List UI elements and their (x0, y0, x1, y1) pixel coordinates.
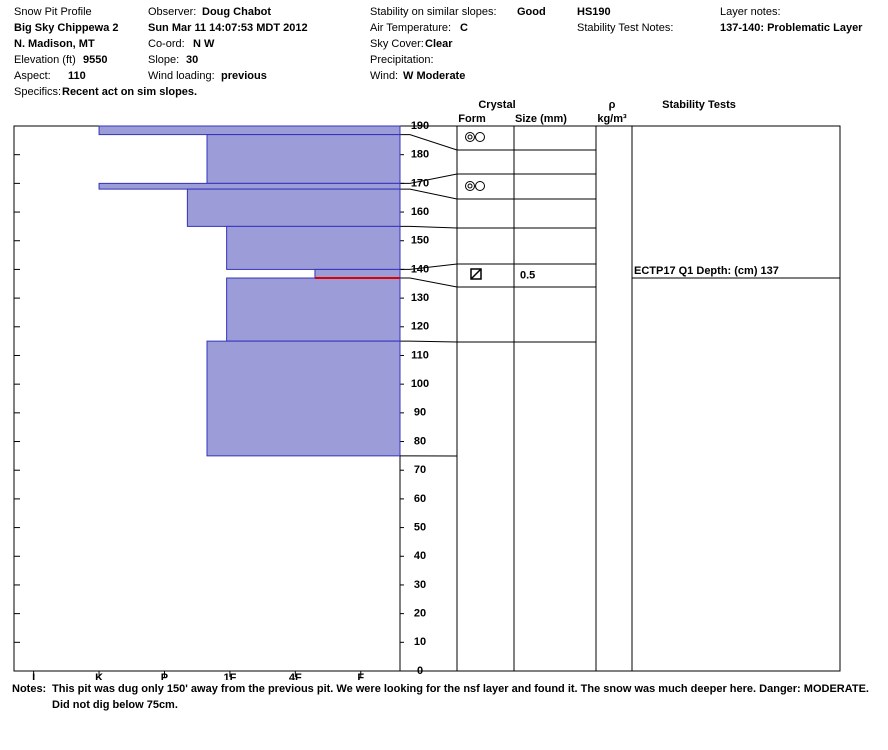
header-field: Stability on similar slopes: (370, 6, 497, 18)
y-tick-label: 40 (414, 550, 426, 562)
stability-test: ECTP17 Q1 Depth: (cm) 137 (634, 265, 779, 277)
x-tick-label: I (32, 672, 35, 680)
y-tick-label: 190 (411, 120, 429, 132)
layer-connector (400, 173, 458, 184)
col-header: Stability Tests (662, 99, 736, 111)
hardness-bar (226, 225, 401, 270)
header-field: 137-140: Problematic Layer (720, 22, 863, 34)
y-tick-label: 50 (414, 521, 426, 533)
y-tick-label: 100 (411, 378, 429, 390)
header-field: Big Sky Chippewa 2 (14, 22, 119, 34)
header-field: Doug Chabot (202, 6, 271, 18)
form-icon (465, 132, 485, 142)
header-field: Specifics: (14, 86, 61, 98)
header-field: Precipitation: (370, 54, 434, 66)
col-header: kg/m³ (597, 113, 627, 125)
x-tick-label: P (161, 672, 168, 680)
col-header: Form (458, 113, 486, 125)
hardness-bar (98, 182, 401, 190)
header-field: previous (221, 70, 267, 82)
header-field: Wind: (370, 70, 398, 82)
header-field: Wind loading: (148, 70, 215, 82)
form-icon (470, 268, 482, 280)
layer-connector (400, 225, 458, 229)
hardness-bar (98, 125, 401, 136)
col-header: Crystal (478, 99, 515, 111)
stability-test-part: 137 (761, 265, 779, 277)
header-field: 9550 (83, 54, 107, 66)
stability-test-part: Depth: (cm) (696, 265, 757, 277)
x-tick-label: F (357, 672, 364, 680)
header-field: Layer notes: (720, 6, 781, 18)
y-tick-label: 0 (417, 665, 423, 677)
header-field: 30 (186, 54, 198, 66)
col-header: ρ (609, 99, 616, 111)
notes-label: Notes: (12, 683, 47, 695)
y-tick-label: 110 (411, 349, 429, 361)
hardness-bar (206, 134, 401, 184)
header-field: Co-ord: (148, 38, 185, 50)
layer-connector (400, 188, 458, 200)
header-field: Aspect: (14, 70, 51, 82)
header-field: N. Madison, MT (14, 38, 95, 50)
y-tick-label: 180 (411, 149, 429, 161)
header-field: Good (517, 6, 546, 18)
header-field: Sun Mar 11 14:07:53 MDT 2012 (148, 22, 308, 34)
notes-text: This pit was dug only 150' away from the… (52, 683, 869, 711)
x-tick-label: K (95, 672, 103, 680)
y-tick-label: 160 (411, 206, 429, 218)
hardness-bar (186, 188, 401, 227)
header-field: N W (193, 38, 215, 50)
hardness-bar (226, 277, 401, 342)
header-field: W Moderate (403, 70, 465, 82)
header-field: Observer: (148, 6, 196, 18)
y-tick-label: 90 (414, 407, 426, 419)
layer-connector (400, 340, 458, 343)
layer-connector (400, 277, 458, 288)
y-tick-label: 170 (411, 177, 429, 189)
hardness-bar (314, 268, 401, 279)
y-tick-label: 70 (414, 464, 426, 476)
header-field: Stability Test Notes: (577, 22, 673, 34)
hardness-bar (206, 340, 401, 457)
y-tick-label: 20 (414, 608, 426, 620)
notes: Notes: This pit was dug only 150' away f… (12, 681, 872, 713)
layer-connector (400, 134, 458, 151)
chart: Crystal Form Size (mm) ρ kg/m³ Stability… (13, 6, 863, 684)
header-field: HS190 (577, 6, 611, 18)
header-field: Air Temperature: (370, 22, 451, 34)
header-field: Clear (425, 38, 453, 50)
y-tick-label: 30 (414, 579, 426, 591)
header-field: 110 (68, 70, 86, 82)
y-tick-label: 80 (414, 435, 426, 447)
y-tick-label: 10 (414, 636, 426, 648)
form-icon (465, 181, 485, 191)
header-field: Snow Pit Profile (14, 6, 92, 18)
y-tick-label: 120 (411, 321, 429, 333)
y-tick-label: 150 (411, 235, 429, 247)
y-tick-label: 130 (411, 292, 429, 304)
header-field: Slope: (148, 54, 179, 66)
y-tick-label: 60 (414, 493, 426, 505)
col-header: Size (mm) (515, 113, 567, 125)
header-field: Elevation (ft) (14, 54, 76, 66)
header-field: C (460, 22, 468, 34)
table-frame (399, 125, 841, 672)
header-field: Recent act on sim slopes. (62, 86, 197, 98)
grain-size: 0.5 (520, 269, 535, 281)
header-field: Sky Cover: (370, 38, 424, 50)
layer-connector (400, 263, 458, 270)
stability-test-part: ECTP17 Q1 (634, 265, 693, 277)
y-tick-label: 140 (411, 263, 429, 275)
